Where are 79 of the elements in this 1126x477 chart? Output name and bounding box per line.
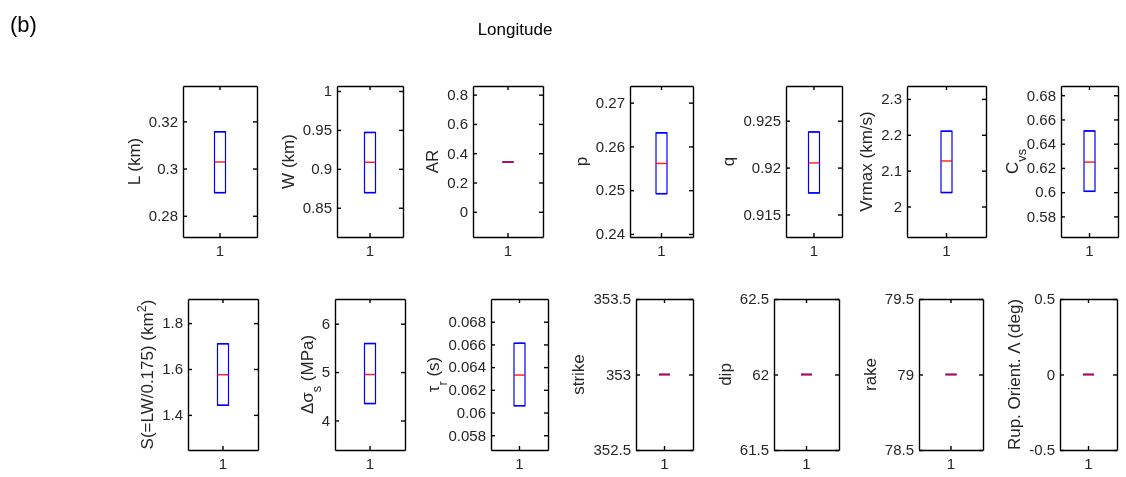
y-tick-label: 0.9 [311,160,332,178]
y-axis-title: dip [715,363,735,386]
y-tick-label: 2 [893,197,902,215]
y-tick-label: 0.85 [302,199,332,217]
y-axis-title: Rup. Orient. Λ (deg) [1005,298,1025,451]
y-tick-label: -0.5 [1029,441,1055,459]
y-tick-label: 61.5 [739,441,769,459]
y-tick-label: 1.6 [162,360,183,378]
y-tick-label: 2.1 [881,161,902,179]
y-tick-label: 0.066 [448,335,486,353]
y-tick-label: 0.28 [148,207,178,225]
x-tick-label: 1 [802,454,811,472]
y-tick-label: 0.06 [456,403,486,421]
x-tick-label: 1 [515,454,524,472]
x-tick-label: 1 [218,454,228,472]
x-tick-label: 1 [657,241,666,259]
y-axis-title: L (km) [124,137,144,186]
y-tick-label: 0.6 [1035,183,1056,201]
y-tick-label: 0.925 [743,112,781,129]
y-tick-label: 2.3 [881,90,902,108]
y-tick-label: 0.062 [448,381,486,399]
x-tick-label: 1 [215,241,225,259]
y-tick-label: 0 [1046,365,1055,383]
y-tick-label: 0.32 [148,112,178,130]
x-tick-label: 1 [365,454,375,472]
y-tick-label: 352.5 [593,441,631,459]
y-tick-label: 2.2 [881,126,902,144]
y-tick-label: 0.58 [1026,207,1056,225]
y-tick-label: 0.95 [302,121,332,139]
y-tick-label: 353.5 [593,290,631,308]
y-axis-title: strike [569,354,589,395]
y-tick-label: 0.068 [448,313,486,331]
y-tick-label: 1.8 [162,314,183,332]
y-tick-label: 353 [605,365,631,383]
y-axis-title: rake [860,357,880,392]
y-tick-label: 78.5 [884,441,914,459]
y-tick-label: 0 [459,203,468,221]
y-tick-label: 0.27 [595,93,625,111]
y-tick-label: 0.6 [447,115,468,133]
y-tick-label: 0.26 [595,137,625,155]
x-tick-label: 1 [1084,454,1093,472]
y-tick-label: 5 [321,363,330,381]
y-tick-label: 0.24 [595,225,625,243]
y-axis-title: p [571,156,591,167]
y-tick-label: 0.92 [751,158,781,176]
x-tick-label: 1 [809,241,819,259]
y-tick-label: 0.64 [1026,134,1056,152]
y-tick-label: 6 [321,314,330,332]
y-tick-label: 0.3 [157,159,178,177]
y-tick-label: 1.4 [162,406,183,424]
y-tick-label: 0.058 [448,426,486,444]
x-tick-label: 1 [946,454,956,472]
x-tick-label: 1 [660,454,669,472]
y-tick-label: 0.064 [448,358,486,376]
y-tick-label: 0.5 [1034,290,1055,308]
y-tick-label: 62 [752,365,769,383]
y-tick-label: 79.5 [884,290,914,308]
text: Longitude [477,20,553,39]
y-tick-label: 62.5 [739,290,769,308]
y-axis-title: Vrmax (km/s) [857,111,877,212]
y-tick-label: 0.66 [1026,110,1056,128]
x-tick-label: 1 [1085,241,1094,259]
y-axis-title: AR [423,149,443,174]
y-axis-title: q [719,156,739,167]
x-tick-label: 1 [942,241,951,259]
y-tick-label: 0.68 [1026,86,1056,104]
text: (b) [10,12,37,37]
x-tick-label: 1 [503,241,513,259]
y-tick-label: 0.8 [447,85,468,103]
y-tick-label: 0.2 [447,173,468,191]
y-axis-title: W (km) [278,134,298,189]
x-tick-label: 1 [365,241,375,259]
y-tick-label: 0.4 [447,144,468,162]
y-tick-label: 79 [897,365,914,383]
y-tick-label: 0.915 [743,205,781,223]
y-tick-label: 0.25 [595,181,625,199]
y-tick-label: 0.62 [1026,159,1056,177]
y-tick-label: 1 [323,82,332,100]
y-tick-label: 4 [321,411,330,429]
